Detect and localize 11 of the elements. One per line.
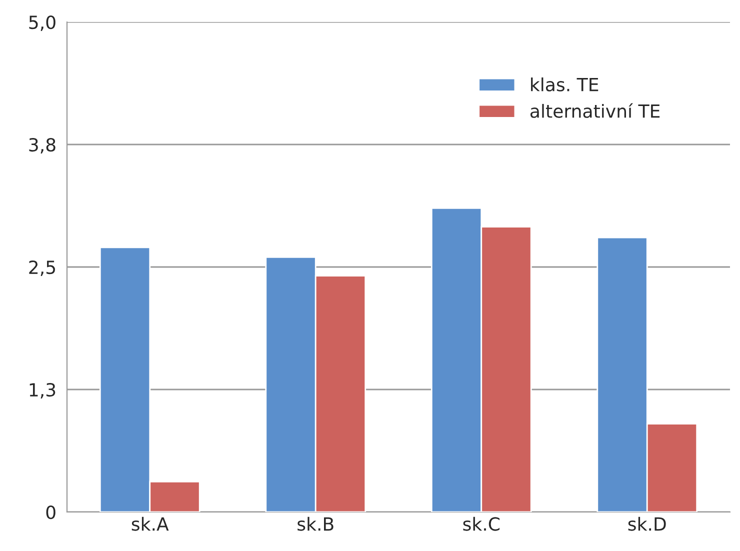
y-tick-label: 2,5 — [29, 260, 56, 276]
legend-label: alternativní TE — [530, 103, 660, 118]
y-tick-label: 1,3 — [30, 382, 56, 398]
x-tick-label: sk.D — [628, 516, 666, 531]
x-tick-label: sk.A — [132, 516, 169, 531]
legend-label: klas. TE — [531, 77, 598, 92]
x-tick-label: sk.C — [463, 516, 500, 531]
x-tick-label: sk.B — [298, 516, 334, 531]
y-tick-label: 5,0 — [29, 15, 56, 31]
y-tick-label: 0 — [46, 505, 56, 520]
y-tick-label: 3,8 — [29, 138, 56, 154]
